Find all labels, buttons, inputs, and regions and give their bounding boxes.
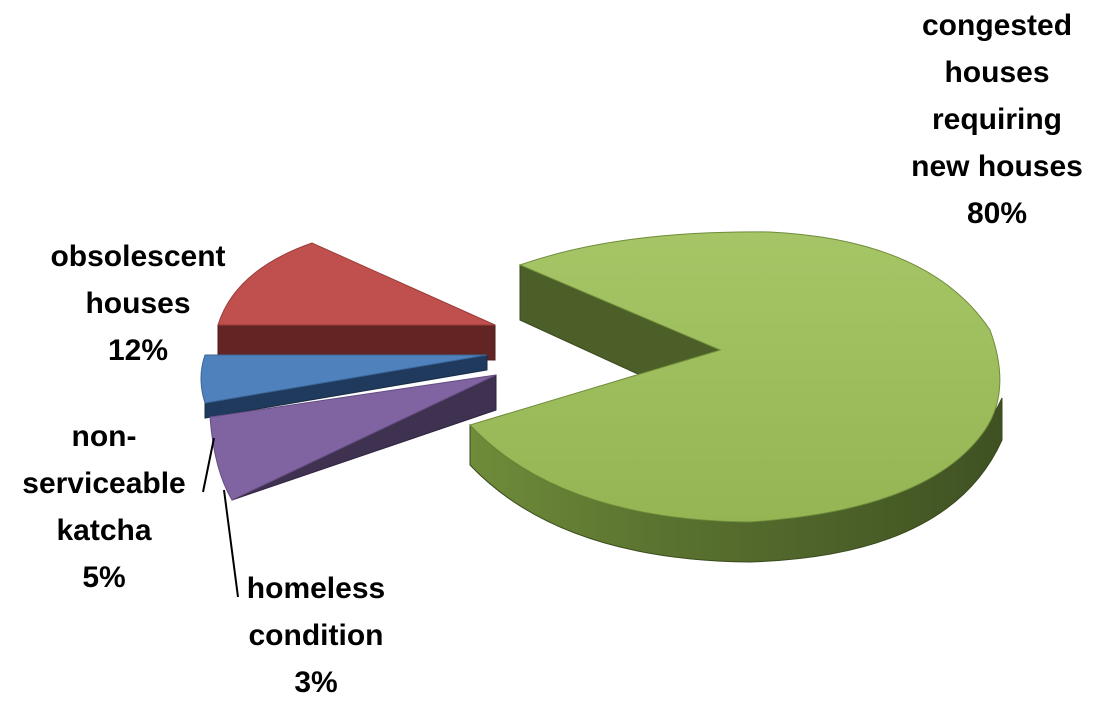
label-katcha-percent: 5% — [82, 561, 125, 594]
pie-slice-katcha — [200, 354, 488, 419]
label-obsolescent: obsolescent houses 12% — [50, 240, 225, 367]
pie-slice-congested-top — [469, 231, 1001, 523]
label-congested-line: congested — [922, 9, 1072, 42]
label-katcha-line: katcha — [56, 514, 151, 547]
label-obsolescent-line: houses — [85, 287, 190, 320]
label-congested-line: requiring — [932, 103, 1062, 136]
label-katcha-line: serviceable — [22, 467, 185, 500]
label-obsolescent-percent: 12% — [108, 334, 168, 367]
label-homeless-line: condition — [249, 619, 384, 652]
label-homeless-percent: 3% — [294, 666, 337, 699]
pie-slice-homeless-top — [209, 374, 497, 501]
label-homeless-line: homeless — [247, 572, 385, 605]
pie-slice-obsolescent — [217, 242, 496, 361]
pie-slice-obsolescent-top — [217, 242, 496, 326]
label-congested-line: houses — [944, 56, 1049, 89]
pie-slice-katcha-top — [200, 354, 488, 404]
pie-slice-congested — [469, 231, 1003, 563]
pie-slice-homeless — [209, 374, 497, 501]
label-congested-line: new houses — [911, 150, 1083, 183]
label-obsolescent-line: obsolescent — [50, 240, 225, 273]
label-katcha-line: non- — [72, 420, 137, 453]
leader-line-katcha — [202, 437, 215, 493]
label-homeless: homeless condition 3% — [247, 572, 385, 699]
label-congested-percent: 80% — [967, 197, 1027, 230]
label-congested: congested houses requiring new houses 80… — [911, 9, 1083, 230]
label-katcha: non- serviceable katcha 5% — [22, 420, 185, 594]
leader-line-homeless — [223, 489, 239, 598]
